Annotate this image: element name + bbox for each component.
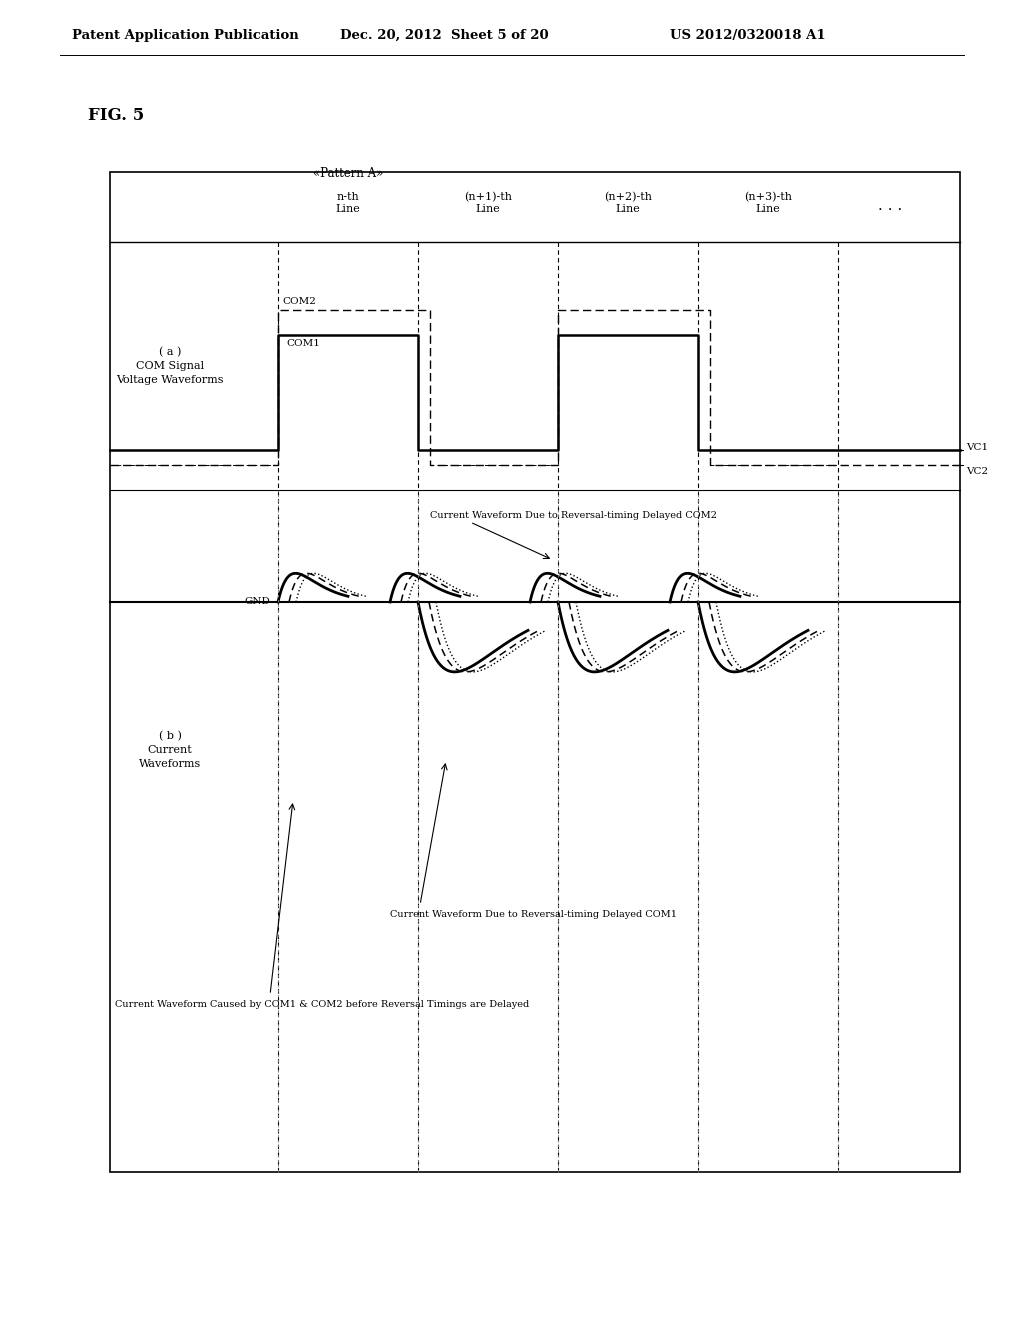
- Text: Dec. 20, 2012  Sheet 5 of 20: Dec. 20, 2012 Sheet 5 of 20: [340, 29, 549, 41]
- Text: n-th
Line: n-th Line: [336, 191, 360, 214]
- Text: GND: GND: [245, 598, 270, 606]
- Bar: [110, 172, 961, 1172]
- Text: Current Waveform Caused by COM1 & COM2 before Reversal Timings are Delayed: Current Waveform Caused by COM1 & COM2 b…: [115, 1001, 529, 1008]
- Text: COM1: COM1: [286, 339, 319, 348]
- Text: (n+2)-th
Line: (n+2)-th Line: [604, 191, 652, 214]
- Text: «Pattern A»: «Pattern A»: [312, 168, 383, 180]
- Text: FIG. 5: FIG. 5: [88, 107, 144, 124]
- Text: (n+1)-th
Line: (n+1)-th Line: [464, 191, 512, 214]
- Text: ( b )
Current
Waveforms: ( b ) Current Waveforms: [139, 731, 201, 770]
- Text: COM2: COM2: [282, 297, 315, 306]
- Text: ( a )
COM Signal
Voltage Waveforms: ( a ) COM Signal Voltage Waveforms: [117, 347, 224, 385]
- Text: (n+3)-th
Line: (n+3)-th Line: [744, 191, 792, 214]
- Text: VC2: VC2: [966, 466, 988, 475]
- Text: VC1: VC1: [966, 444, 988, 453]
- Text: US 2012/0320018 A1: US 2012/0320018 A1: [670, 29, 825, 41]
- Text: Patent Application Publication: Patent Application Publication: [72, 29, 299, 41]
- Text: Current Waveform Due to Reversal-timing Delayed COM2: Current Waveform Due to Reversal-timing …: [430, 511, 717, 520]
- Text: Current Waveform Due to Reversal-timing Delayed COM1: Current Waveform Due to Reversal-timing …: [390, 909, 677, 919]
- Text: · · ·: · · ·: [878, 203, 902, 216]
